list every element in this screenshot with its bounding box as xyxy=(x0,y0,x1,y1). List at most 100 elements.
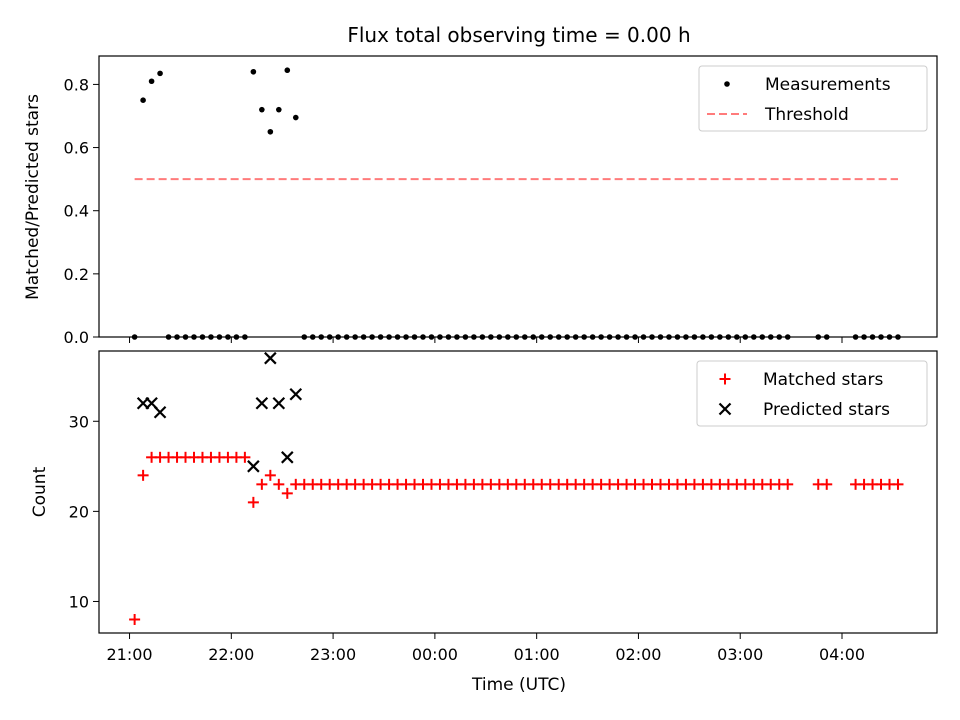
predicted-stars-point xyxy=(247,460,260,473)
count-legend: Matched stars Predicted stars xyxy=(696,360,928,427)
measurements-point xyxy=(343,334,350,340)
measurements-point xyxy=(717,334,723,340)
measurements-point xyxy=(131,334,138,340)
measurements-point xyxy=(191,334,197,340)
x-tick-label: 21:00 xyxy=(106,645,152,664)
measurements-point xyxy=(674,334,681,340)
matched-stars-point xyxy=(137,469,149,481)
measurements-point xyxy=(335,334,341,340)
measurements-point xyxy=(309,334,316,340)
count-y-ticks: 10 20 30 xyxy=(69,412,99,611)
measurements-point xyxy=(225,334,231,340)
measurements-point xyxy=(182,334,189,340)
measurements-point xyxy=(233,334,240,340)
measurements-point xyxy=(250,68,257,75)
matched-stars-point xyxy=(264,469,276,481)
measurements-point xyxy=(784,334,791,340)
measurements-point xyxy=(437,334,443,340)
measurements-point xyxy=(462,334,469,340)
predicted-stars-point xyxy=(255,396,269,410)
measurements-point xyxy=(259,106,265,113)
y-tick-label: 0.2 xyxy=(64,265,89,284)
x-axis-label: Time (UTC) xyxy=(471,675,566,695)
measurements-point xyxy=(199,334,206,340)
measurements-point xyxy=(564,334,570,340)
measurements-point xyxy=(776,334,783,340)
x-tick-label: 01:00 xyxy=(514,645,560,664)
measurements-point xyxy=(555,334,562,340)
measurements-point xyxy=(640,334,647,340)
ratio-panel: 0.00.20.40.60.8 Matched/Predicted stars … xyxy=(23,55,938,347)
measurements-point xyxy=(428,334,435,340)
y-tick-label: 10 xyxy=(69,592,89,611)
measurements-point xyxy=(165,334,172,340)
count-plot-area xyxy=(129,351,904,625)
measurements-point xyxy=(869,334,876,340)
measurements-point xyxy=(496,334,503,340)
measurements-point xyxy=(767,334,774,340)
measurements-point xyxy=(403,334,409,340)
measurements-point xyxy=(886,334,893,340)
x-tick-label: 22:00 xyxy=(208,645,254,664)
legend-matched-stars-label: Matched stars xyxy=(763,370,883,390)
predicted-stars-point xyxy=(272,396,286,410)
measurements-point xyxy=(666,334,672,340)
x-tick-label: 03:00 xyxy=(717,645,763,664)
measurements-point xyxy=(360,334,367,340)
measurements-point xyxy=(861,334,867,340)
measurements-point xyxy=(386,334,392,340)
measurements-point xyxy=(157,70,163,77)
measurements-point xyxy=(691,334,698,340)
measurements-point xyxy=(454,334,460,340)
matched-stars-point xyxy=(273,478,285,490)
measurements-point xyxy=(852,334,859,340)
measurements-point xyxy=(267,128,274,135)
measurements-point xyxy=(623,334,630,340)
ratio-y-axis-label: Matched/Predicted stars xyxy=(23,94,43,300)
measurements-point xyxy=(521,334,528,340)
x-tick-label: 04:00 xyxy=(819,645,865,664)
matched-stars-point xyxy=(129,613,141,625)
ratio-plot-area xyxy=(131,67,901,340)
matched-stars-point xyxy=(247,496,259,508)
legend-threshold-label: Threshold xyxy=(764,105,849,125)
measurements-point xyxy=(420,334,426,340)
measurements-point xyxy=(505,334,511,340)
measurements-point xyxy=(572,334,579,340)
measurements-point xyxy=(445,334,452,340)
measurements-point xyxy=(479,334,486,340)
measurements-point xyxy=(276,106,282,113)
measurements-point xyxy=(878,334,884,340)
measurements-point xyxy=(301,334,308,340)
x-tick-label: 02:00 xyxy=(615,645,661,664)
matched-stars-point xyxy=(782,478,794,490)
measurements-point xyxy=(471,334,477,340)
count-x-ticks: 21:00 22:00 23:00 00:00 01:00 02:00 03:00 04:00 xyxy=(106,633,865,664)
measurements-point xyxy=(606,334,613,340)
count-panel-frame xyxy=(98,350,938,634)
matched-stars-point xyxy=(821,478,833,490)
chart-title: Flux total observing time = 0.00 h xyxy=(347,23,690,47)
ratio-y-ticks: 0.0 0.2 0.4 0.6 0.8 xyxy=(64,75,99,347)
measurements-point xyxy=(394,334,401,340)
matched-stars-point xyxy=(239,451,251,463)
measurements-point xyxy=(700,334,706,340)
measurements-point xyxy=(208,334,214,340)
measurements-point xyxy=(411,334,418,340)
measurements-point xyxy=(589,334,596,340)
measurements-point xyxy=(734,334,740,340)
measurements-point xyxy=(326,334,333,340)
measurements-point xyxy=(538,334,545,340)
measurements-point xyxy=(216,334,223,340)
measurements-point xyxy=(632,334,638,340)
y-tick-label: 30 xyxy=(69,412,89,431)
matched-stars-point xyxy=(281,487,293,499)
measurements-point xyxy=(242,334,248,340)
measurements-point xyxy=(598,334,604,340)
count-y-axis-label: Count xyxy=(30,466,50,517)
measurements-point xyxy=(895,334,901,340)
measurements-point xyxy=(547,334,554,340)
count-panel: 21:00 22:00 23:00 00:00 01:00 02:00 03:00 04:00… xyxy=(30,350,938,664)
y-tick-label: 0.6 xyxy=(64,139,89,158)
